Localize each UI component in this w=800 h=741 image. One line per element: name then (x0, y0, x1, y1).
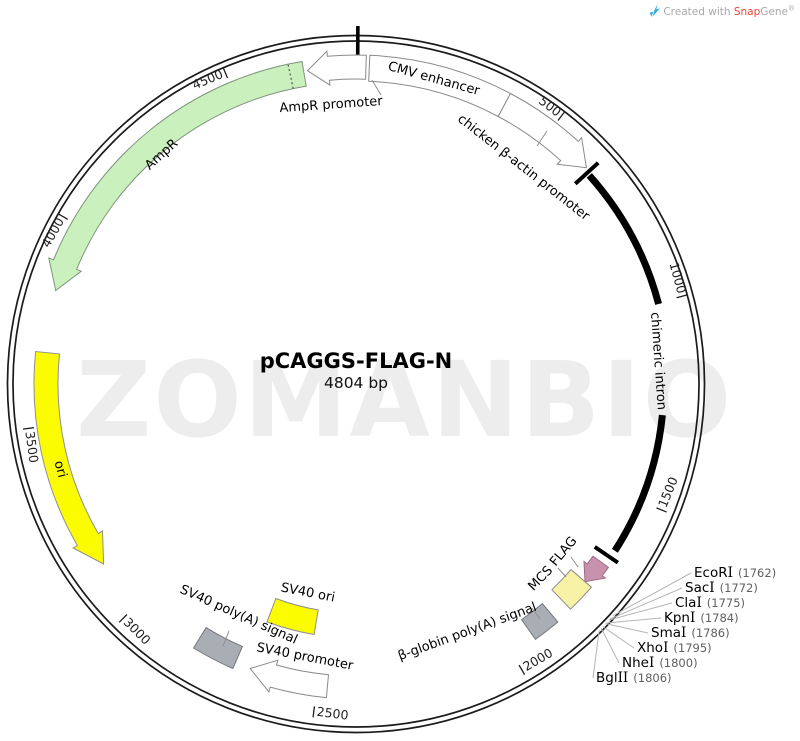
feature-chimeric-intron-arc-2 (611, 414, 666, 553)
label-b-globin-polya: β-globin poly(A) signal (396, 600, 539, 664)
feature-chimeric-intron-end-cap (593, 545, 620, 565)
feature-chimeric-intron-arc-1 (586, 173, 662, 305)
tick-bar-3500 (22, 427, 35, 430)
enzyme-line-nhei (600, 627, 620, 664)
tick-bar-500 (557, 111, 566, 121)
pointer-chicken-promoter-line (536, 130, 548, 147)
pointer-mcs-line (557, 567, 567, 578)
enzyme-line-bglii (592, 630, 600, 679)
feature-mcs (551, 568, 593, 610)
enzyme-line-smai (605, 623, 649, 634)
credit-text: Created with (663, 6, 734, 18)
tick-3500: 3500 (22, 427, 42, 464)
enzyme-label-bglii: BglII (1806) (596, 670, 672, 686)
tick-label-1000: 1000 (667, 260, 690, 295)
enzyme-label-xhoi: XhoI (1795) (637, 640, 712, 656)
tick-bar-2000 (518, 664, 526, 675)
tick-bar-1500 (656, 507, 667, 513)
watermark: ZOMANBIO (76, 339, 734, 461)
label-ampr-promoter: AmpR promoter (279, 94, 384, 116)
enzyme-label-clai: ClaI (1775) (675, 595, 745, 611)
enzyme-label-smai: SmaI (1786) (651, 625, 730, 641)
enzyme-line-ecori (612, 572, 692, 617)
tick-bar-1000 (676, 294, 688, 299)
snapgene-logo-icon (649, 4, 661, 20)
enzyme-line-clai (608, 602, 673, 621)
credit-bar: Created with SnapGene® (649, 4, 795, 20)
credit-registered-mark: ® (788, 4, 795, 13)
enzyme-label-nhei: NheI (1800) (622, 655, 698, 671)
enzyme-label-saci: SacI (1772) (685, 580, 758, 596)
enzyme-label-kpni: KpnI (1784) (664, 610, 739, 626)
enzyme-line-xhoi (602, 626, 635, 649)
feature-flag (583, 555, 610, 583)
label-sv40-ori: SV40 ori (280, 580, 337, 605)
enzyme-line-kpni (606, 617, 662, 624)
tick-label-3000: 3000 (121, 614, 154, 647)
feature-sv40-promoter (249, 659, 330, 699)
backbone-ring-outer (6, 34, 706, 734)
feature-chimeric-intron-start-cap (573, 161, 600, 186)
feature-ori (33, 350, 105, 565)
label-chimeric-intron: chimeric intron (647, 312, 669, 411)
tick-bar-4500 (222, 67, 229, 79)
tick-bar-4000 (57, 213, 69, 220)
tick-label-2500: 2500 (316, 704, 350, 723)
feature-b-globin-polya (520, 602, 559, 640)
credit-brand-gene: Gene (760, 6, 788, 18)
tick-2000: 2000 (518, 645, 555, 675)
tick-label-2000: 2000 (520, 645, 555, 674)
plasmid-name: pCAGGS-FLAG-N (259, 349, 453, 373)
feature-ampr (48, 60, 307, 292)
pointer-ampr-promoter-line (371, 79, 382, 96)
feature-sv40-ori (266, 597, 319, 636)
tick-label-3500: 3500 (22, 430, 41, 464)
plasmid-title-block: pCAGGS-FLAG-N 4804 bp (259, 349, 453, 393)
tick-bar-2500 (312, 706, 316, 718)
pointer-sv40-polya-line (222, 630, 230, 647)
feature-chicken-b-actin-promoter (497, 92, 587, 169)
enzyme-label-ecori: EcoRI (1762) (694, 565, 776, 581)
pointer-b-globin-polya-line (531, 607, 541, 620)
feature-ampr-promoter (306, 50, 367, 87)
tick-2500: 2500 (312, 704, 350, 723)
label-ori: ori (51, 459, 70, 479)
credit-brand-snap: Snap (733, 6, 761, 18)
feature-sv40-polya (192, 626, 244, 670)
plasmid-size: 4804 bp (323, 374, 389, 393)
tick-bar-3000 (118, 614, 128, 623)
pointer-flag-line (570, 556, 579, 568)
tick-3000: 3000 (118, 614, 154, 648)
enzyme-line-saci (609, 587, 683, 620)
